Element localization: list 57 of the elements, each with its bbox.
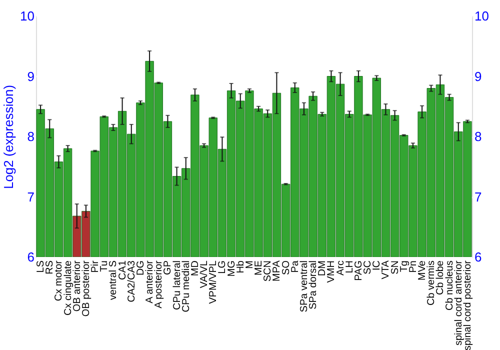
x-tick-label: SN (390, 260, 401, 274)
x-tick-label: RS (44, 260, 56, 274)
x-tick-label: MVe (417, 260, 428, 281)
x-tick-label: LG (217, 260, 228, 274)
y2-tick-label: 6 (474, 250, 482, 264)
x-tick-label: Tu (99, 260, 110, 272)
x-tick-label: DG (135, 260, 146, 276)
x-tick-label: Cx cingulate (62, 260, 74, 316)
x-tick-label: LH (344, 260, 356, 274)
y2-tick-label: 9 (474, 68, 482, 84)
x-tick-label: LS (36, 260, 47, 273)
x-tick-label: Tg (398, 260, 410, 272)
y-axis-title: Log2 (expression) (1, 84, 16, 190)
x-tick-label: CA2/CA3 (126, 260, 138, 302)
x-tick-label: Arc (335, 260, 346, 276)
x-tick-label: PAG (353, 260, 364, 281)
y2-tick-label: 8 (474, 129, 482, 144)
y-tick-label: 9 (27, 68, 34, 84)
x-tick-label: spinal cord anterior (453, 260, 464, 346)
x-tick-label: ME (254, 260, 265, 276)
x-tick-label: MD (190, 260, 201, 276)
x-tick-label: SC (362, 260, 374, 274)
x-tick-label: CA1 (117, 260, 128, 280)
x-tick-label: OB posterior (80, 260, 92, 317)
y2-tick-label: 10 (474, 8, 489, 24)
y-tick-label: 7 (27, 189, 34, 204)
x-tick-label: CPu medial (180, 260, 192, 312)
x-tick-label: Pn (408, 260, 419, 273)
x-tick-label: Cb lobe (435, 260, 446, 295)
x-tick-label: IC (372, 260, 383, 270)
x-tick-label: Pa (290, 260, 301, 273)
x-tick-label: M (244, 260, 256, 269)
x-tick-label: DM (317, 260, 328, 276)
x-tick-label: Cb nucleus (444, 260, 456, 311)
x-tick-label: Cx motor (54, 260, 65, 302)
x-tick-label: ventral S (108, 260, 120, 300)
x-tick-label: Hb (235, 260, 246, 274)
x-tick-label: SPa ventral (298, 260, 310, 312)
x-tick-label: MPA (272, 260, 283, 282)
x-tick-label: A posterior (154, 260, 165, 308)
x-tick-label: SO (280, 260, 292, 275)
x-tick-label: spinal cord posterior (462, 260, 474, 350)
x-tick-label: VTA (380, 260, 392, 280)
x-tick-label: SPa dorsal (308, 260, 320, 310)
y2-tick-label: 7 (474, 189, 482, 204)
x-tick-label: Pir (90, 260, 102, 273)
x-tick-label: MG (226, 260, 238, 277)
x-tick-label: VMH (326, 260, 338, 283)
y-tick-label: 10 (20, 8, 34, 24)
x-tick-label: A anterior (144, 260, 156, 304)
y-tick-label: 8 (27, 129, 34, 144)
y-tick-label: 6 (27, 250, 34, 264)
x-tick-label: GP (162, 260, 174, 275)
x-tick-label: SCN (262, 260, 274, 282)
x-tick-label: OB anterior (72, 260, 83, 312)
x-tick-label: VPM/VPL (208, 260, 220, 304)
x-tick-label: CPu lateral (172, 260, 183, 310)
